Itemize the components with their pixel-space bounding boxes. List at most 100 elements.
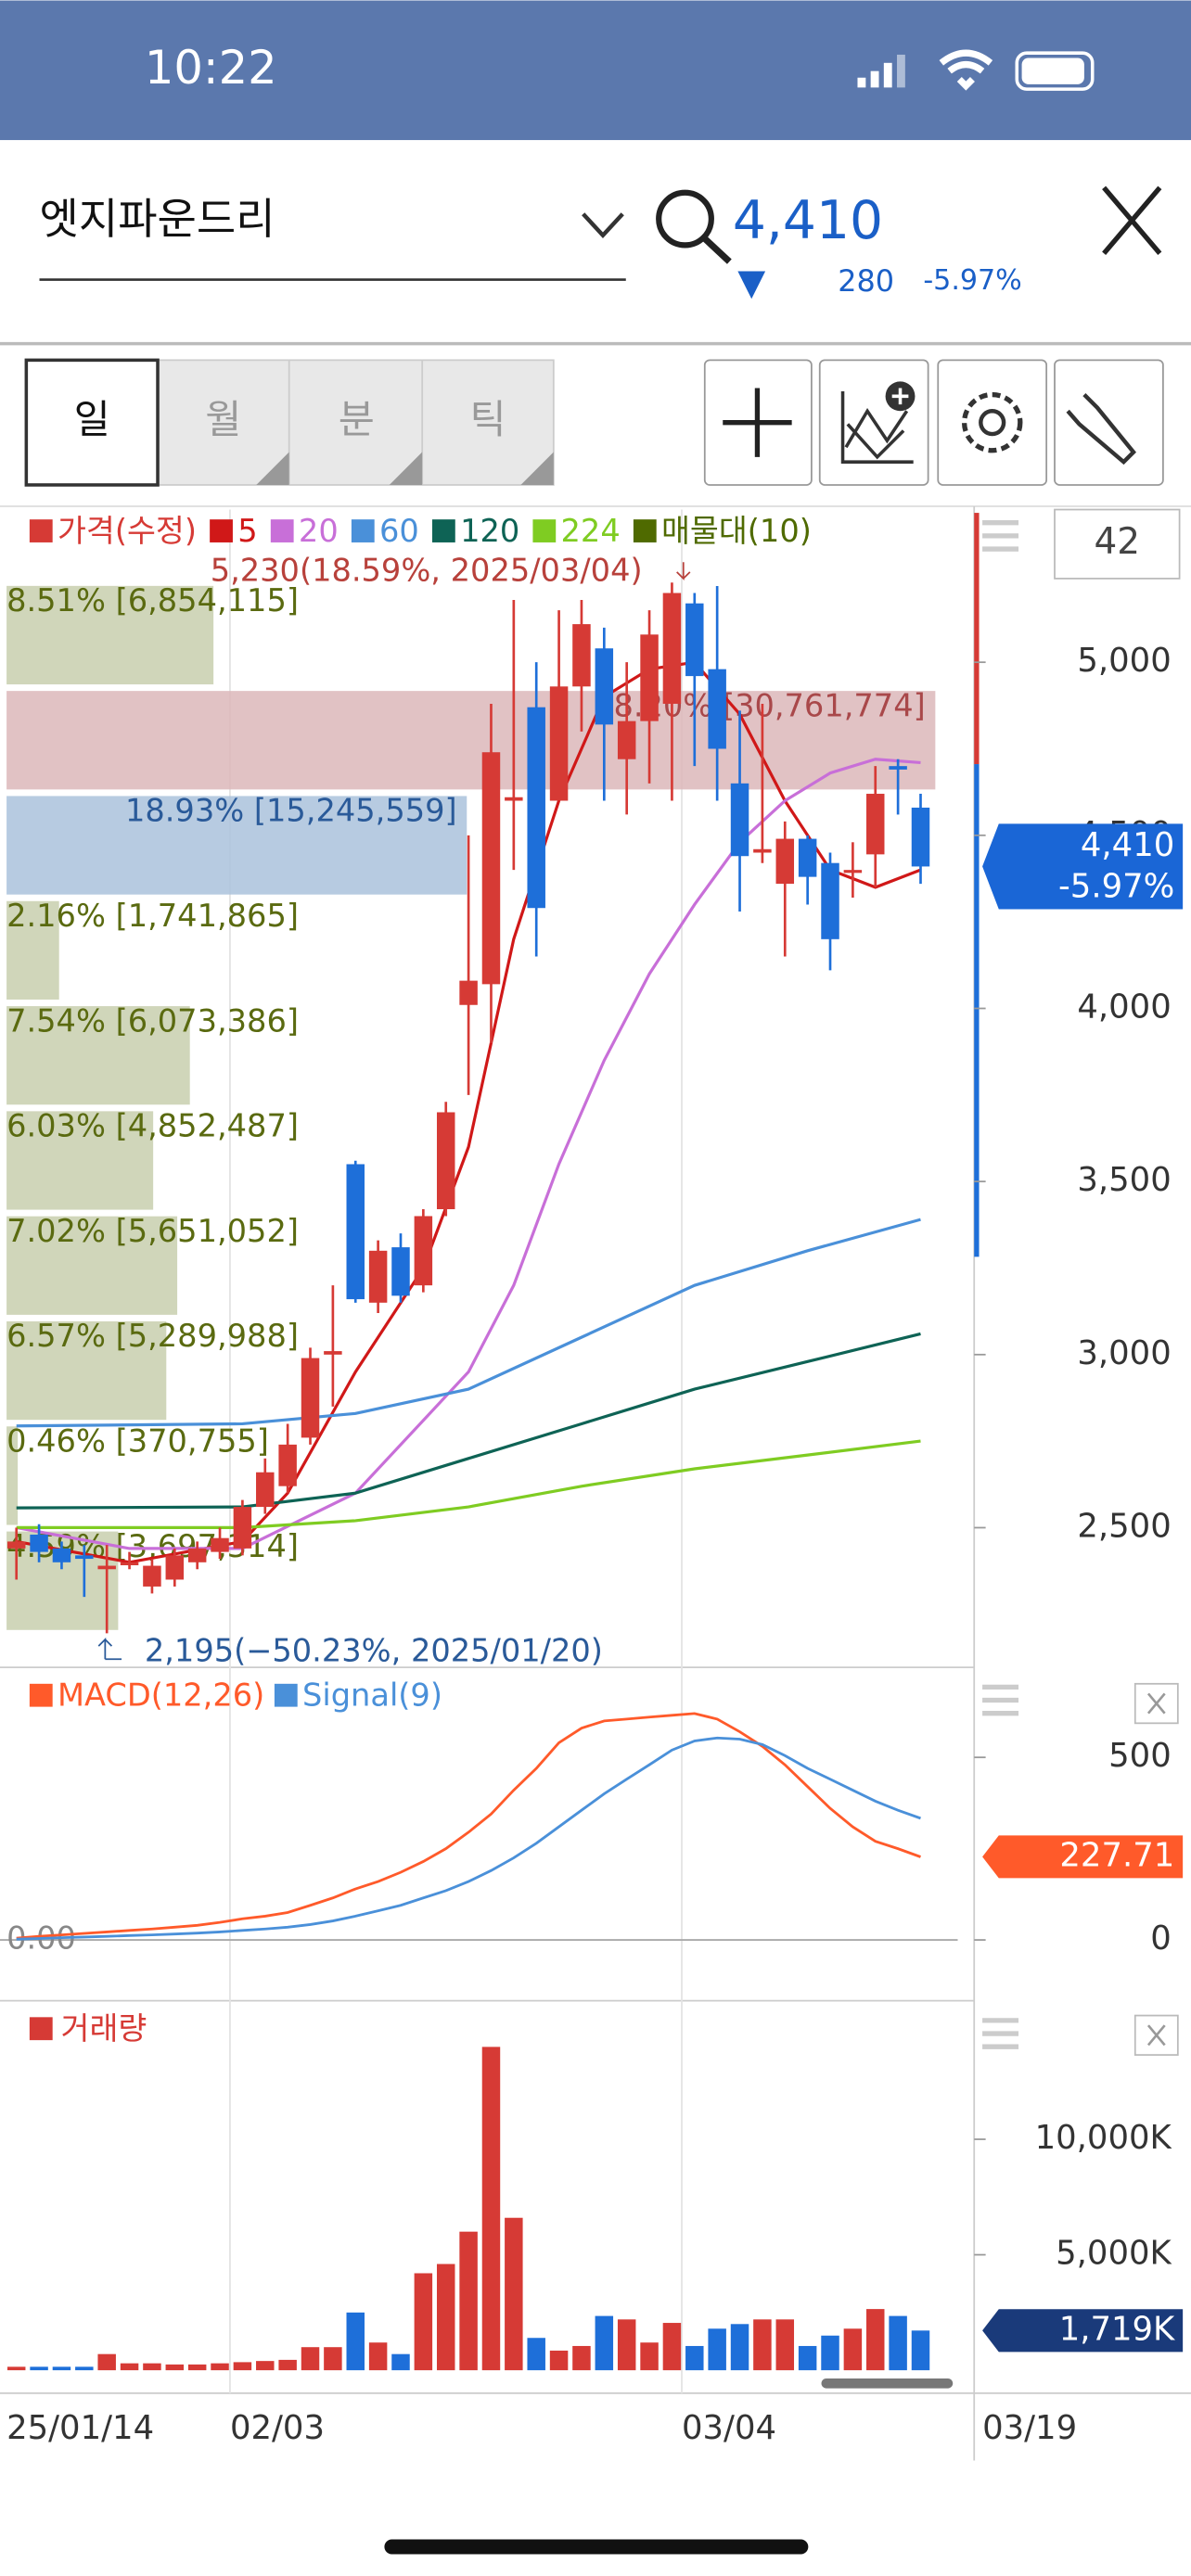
settings-button[interactable] bbox=[937, 359, 1048, 486]
volume-bar bbox=[911, 2330, 930, 2371]
volume-bar bbox=[843, 2328, 863, 2371]
volume-bar bbox=[775, 2319, 795, 2371]
volume-profile-label: 2.16% [1,741,865] bbox=[6, 898, 299, 934]
candle-body bbox=[527, 707, 545, 909]
close-button[interactable] bbox=[1102, 185, 1162, 255]
indicator-icon bbox=[840, 391, 914, 464]
macd-tag-value: 227.71 bbox=[1059, 1836, 1174, 1874]
volume-profile-label: 8.51% [6,854,115] bbox=[6, 582, 299, 618]
volume-profile-bar bbox=[6, 1426, 19, 1525]
volume-bar bbox=[211, 2363, 229, 2371]
volume-bar bbox=[391, 2353, 410, 2371]
low-annotation: 2,195(−50.23%, 2025/01/20) bbox=[145, 1633, 603, 1669]
volume-bar bbox=[75, 2366, 94, 2371]
candle-body bbox=[436, 1112, 455, 1210]
price: 4,410 bbox=[733, 190, 883, 251]
candle-body bbox=[165, 1555, 185, 1580]
price-tag-change: -5.97% bbox=[1058, 867, 1174, 905]
y-tick-label: 500 bbox=[1108, 1737, 1172, 1775]
scroll-bar[interactable] bbox=[821, 2378, 954, 2389]
volume-bar bbox=[640, 2342, 659, 2371]
candle-body bbox=[549, 686, 569, 801]
candle-body bbox=[256, 1472, 275, 1508]
candle-body bbox=[730, 783, 749, 857]
candle-body bbox=[617, 721, 636, 759]
volume-tag-value: 1,719K bbox=[1059, 2310, 1175, 2348]
tab-selected[interactable] bbox=[24, 358, 160, 487]
tab[interactable]: 분 bbox=[339, 398, 375, 443]
legend-swatch bbox=[29, 2017, 53, 2041]
volume-bar bbox=[97, 2353, 116, 2371]
battery-icon bbox=[1015, 51, 1095, 91]
moving-average bbox=[16, 1439, 921, 1529]
count-box[interactable] bbox=[1054, 508, 1181, 580]
y-tick-label: 2,500 bbox=[1077, 1507, 1171, 1545]
volume-bar bbox=[481, 2047, 501, 2371]
macd-line bbox=[16, 1736, 921, 1941]
volume-bar bbox=[256, 2361, 275, 2371]
change-pct: -5.97% bbox=[923, 264, 1021, 297]
dropdown[interactable] bbox=[582, 212, 624, 239]
x-tick-label: 03/04 bbox=[682, 2409, 776, 2447]
legend-entry: 224 bbox=[561, 513, 621, 549]
candle-body bbox=[30, 1534, 48, 1552]
tab[interactable]: 월 bbox=[205, 398, 241, 443]
candle-body bbox=[640, 634, 659, 721]
volume-bar bbox=[549, 2350, 569, 2371]
crosshair-icon bbox=[723, 388, 792, 457]
macd-tag bbox=[982, 1835, 1184, 1879]
legend-swatch bbox=[29, 519, 53, 542]
volume-bar bbox=[505, 2217, 523, 2371]
legend-entry: 5 bbox=[237, 513, 257, 549]
volume-profile-bar bbox=[6, 1006, 190, 1105]
candle-body bbox=[775, 838, 795, 885]
candle-body bbox=[662, 593, 682, 704]
count: 42 bbox=[1095, 521, 1141, 563]
y-tick-label: 3,500 bbox=[1077, 1161, 1171, 1199]
candle-body bbox=[685, 603, 704, 677]
volume-profile-label: 6.03% [4,852,487] bbox=[6, 1108, 299, 1144]
candle-body bbox=[843, 870, 863, 874]
tab[interactable]: 일 bbox=[74, 398, 110, 443]
candle-body bbox=[301, 1358, 320, 1438]
wifi-icon bbox=[939, 49, 993, 91]
volume-bar bbox=[753, 2319, 772, 2371]
stock-name[interactable]: 엣지파운드리 bbox=[40, 194, 275, 244]
volume-bar bbox=[821, 2335, 839, 2371]
volume-bar bbox=[6, 2366, 26, 2371]
volume-profile-bar bbox=[6, 691, 936, 790]
x-tick-label: 25/01/14 bbox=[6, 2409, 154, 2447]
candle-body bbox=[505, 797, 523, 801]
legend-swatch bbox=[532, 519, 557, 542]
candle-body bbox=[233, 1507, 252, 1549]
volume-bar bbox=[233, 2362, 252, 2371]
volume-bar bbox=[572, 2345, 591, 2371]
search-icon[interactable] bbox=[656, 189, 714, 249]
tab[interactable]: 틱 bbox=[469, 398, 506, 443]
legend-entry: 매물대(10) bbox=[661, 513, 812, 549]
status-bar bbox=[0, 0, 1191, 141]
tabs bbox=[24, 358, 555, 487]
candle-body bbox=[708, 669, 726, 749]
arrow: ▼ bbox=[737, 261, 765, 303]
candle-body bbox=[6, 1541, 26, 1549]
candle-body bbox=[97, 1565, 116, 1570]
signal-icon bbox=[857, 54, 905, 88]
x-tick-label: 02/03 bbox=[230, 2409, 325, 2447]
chart-frame bbox=[0, 505, 1191, 2461]
legend-swatch bbox=[431, 519, 455, 542]
gear-icon bbox=[961, 391, 1023, 453]
volume-bar bbox=[662, 2323, 682, 2371]
volume-profile-bar bbox=[6, 796, 467, 895]
candle-body bbox=[120, 1562, 139, 1565]
volume-profile-label: 7.54% [6,073,386] bbox=[6, 1002, 299, 1039]
candle-body bbox=[143, 1565, 161, 1587]
legend-swatch bbox=[270, 519, 294, 542]
change: 280 bbox=[838, 263, 894, 299]
volume-bar bbox=[798, 2345, 817, 2371]
candle-body bbox=[889, 766, 907, 770]
volume-profile-label: 18.93% [15,245,559] bbox=[125, 793, 457, 829]
moving-average bbox=[16, 1218, 921, 1428]
candle-body bbox=[572, 624, 591, 687]
y-tick-label: 3,000 bbox=[1077, 1334, 1171, 1372]
